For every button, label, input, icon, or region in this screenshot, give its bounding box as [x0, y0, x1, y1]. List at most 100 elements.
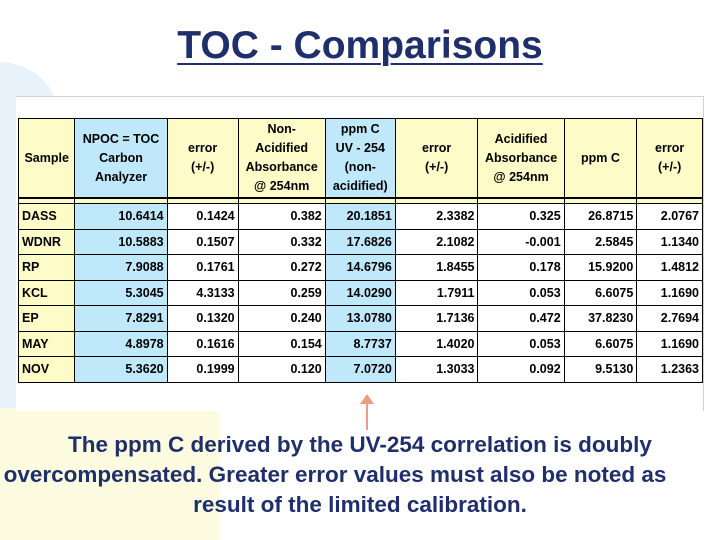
header-text: Sample — [24, 150, 69, 165]
sample-cell: KCL — [17, 279, 76, 306]
value-cell: 2.0767 — [636, 203, 703, 230]
value-cell: 20.1851 — [324, 203, 396, 230]
header-text: (+/-) — [658, 160, 682, 174]
header-sample: Sample — [17, 118, 76, 199]
value-cell: 14.0290 — [324, 279, 396, 306]
header-text: (+/-) — [424, 160, 449, 174]
value-cell: 4.3133 — [166, 279, 239, 306]
header-ppm-c-uv254: ppm C UV - 254 (non-acidified) — [324, 118, 396, 199]
header-text: UV - 254 — [335, 141, 385, 155]
value-cell: 14.6796 — [324, 254, 396, 281]
header-text: @ 254nm — [493, 169, 549, 184]
value-cell: 1.8455 — [394, 254, 479, 281]
background-decoration-bottom — [0, 408, 220, 540]
value-cell: 1.1690 — [636, 330, 703, 357]
header-text: error — [188, 141, 218, 155]
header-text: error — [655, 141, 685, 155]
value-cell: 0.1507 — [166, 228, 239, 255]
value-cell: 0.259 — [237, 279, 326, 306]
value-cell: 0.240 — [237, 305, 326, 332]
table-row: RP 7.9088 0.1761 0.272 14.6796 1.8455 0.178 15.… — [17, 254, 703, 281]
value-cell: 7.8291 — [74, 305, 168, 332]
value-cell: 8.7737 — [324, 330, 396, 357]
value-cell: -0.001 — [477, 228, 565, 255]
sample-cell: RP — [17, 254, 76, 281]
value-cell: 1.4812 — [636, 254, 703, 281]
header-text: NPOC = TOC — [82, 131, 160, 146]
header-ppm-c: ppm C — [563, 118, 638, 199]
value-cell: 2.1082 — [394, 228, 479, 255]
caption: The ppm C derived by the UV-254 correlat… — [0, 430, 720, 520]
table-row: EP 7.8291 0.1320 0.240 13.0780 1.7136 0.472 37.… — [17, 305, 703, 332]
header-error-1: error (+/-) — [166, 118, 239, 199]
value-cell: 0.053 — [477, 279, 565, 306]
value-cell: 0.154 — [237, 330, 326, 357]
sample-cell: EP — [17, 305, 76, 332]
value-cell: 13.0780 — [324, 305, 396, 332]
value-cell: 4.8978 — [74, 330, 168, 357]
header-text: ppm C — [581, 150, 620, 165]
header-acidified-absorbance: Acidified Absorbance @ 254nm — [477, 118, 565, 199]
value-cell: 15.9200 — [563, 254, 638, 281]
value-cell: 0.053 — [477, 330, 565, 357]
value-cell: 1.7136 — [394, 305, 479, 332]
value-cell: 6.6075 — [563, 330, 638, 357]
value-cell: 0.332 — [237, 228, 326, 255]
arrow-head-icon — [360, 394, 374, 404]
value-cell: 26.8715 — [563, 203, 638, 230]
value-cell: 1.1690 — [636, 279, 703, 306]
table-row: NOV 5.3620 0.1999 0.120 7.0720 1.3033 0.092 9.5… — [17, 356, 703, 383]
header-text: Acidified — [494, 131, 548, 146]
value-cell: 1.7911 — [394, 279, 479, 306]
sample-cell: DASS — [17, 203, 76, 230]
value-cell: 5.3620 — [74, 356, 168, 383]
header-text: ppm C — [340, 122, 380, 136]
value-cell: 0.092 — [477, 356, 565, 383]
table-row: DASS 10.6414 0.1424 0.382 20.1851 2.3382 0.325… — [17, 203, 703, 230]
sample-cell: MAY — [17, 330, 76, 357]
value-cell: 0.1320 — [166, 305, 239, 332]
header-error-3: error (+/-) — [636, 118, 703, 199]
table-header-row: Sample NPOC = TOC Carbon Analyzer error (+/-… — [17, 118, 703, 199]
header-text: error — [422, 141, 452, 155]
value-cell: 0.1424 — [166, 203, 239, 230]
header-text: (non-acidified) — [332, 160, 388, 193]
value-cell: 2.7694 — [636, 305, 703, 332]
value-cell: 1.1340 — [636, 228, 703, 255]
header-text: Absorbance — [245, 160, 318, 174]
value-cell: 1.4020 — [394, 330, 479, 357]
header-text: Non-Acidified — [255, 122, 309, 155]
value-cell: 0.472 — [477, 305, 565, 332]
value-cell: 7.0720 — [324, 356, 396, 383]
header-text: Absorbance — [484, 150, 558, 165]
header-text: (+/-) — [190, 160, 215, 174]
value-cell: 0.272 — [237, 254, 326, 281]
value-cell: 17.6826 — [324, 228, 396, 255]
table-row: KCL 5.3045 4.3133 0.259 14.0290 1.7911 0.053 6.… — [17, 279, 703, 306]
value-cell: 0.120 — [237, 356, 326, 383]
value-cell: 0.1999 — [166, 356, 239, 383]
value-cell: 10.5883 — [74, 228, 168, 255]
value-cell: 0.382 — [237, 203, 326, 230]
value-cell: 6.6075 — [563, 279, 638, 306]
value-cell: 0.1761 — [166, 254, 239, 281]
sample-cell: NOV — [17, 356, 76, 383]
header-text: Carbon Analyzer — [94, 150, 148, 184]
value-cell: 5.3045 — [74, 279, 168, 306]
arrow-pointer — [366, 402, 368, 430]
value-cell: 0.178 — [477, 254, 565, 281]
value-cell: 2.3382 — [394, 203, 479, 230]
comparison-table: Sample NPOC = TOC Carbon Analyzer error (+/-… — [17, 118, 703, 383]
value-cell: 2.5845 — [563, 228, 638, 255]
value-cell: 1.3033 — [394, 356, 479, 383]
sample-cell: WDNR — [17, 228, 76, 255]
slide-title: TOC - Comparisons — [177, 24, 543, 67]
value-cell: 37.8230 — [563, 305, 638, 332]
value-cell: 1.2363 — [636, 356, 703, 383]
caption-line-2: overcompensated. Greater error values mu… — [3, 462, 667, 487]
value-cell: 0.1616 — [166, 330, 239, 357]
value-cell: 9.5130 — [563, 356, 638, 383]
value-cell: 0.325 — [477, 203, 565, 230]
value-cell: 7.9088 — [74, 254, 168, 281]
header-text: @ 254nm — [254, 179, 310, 193]
